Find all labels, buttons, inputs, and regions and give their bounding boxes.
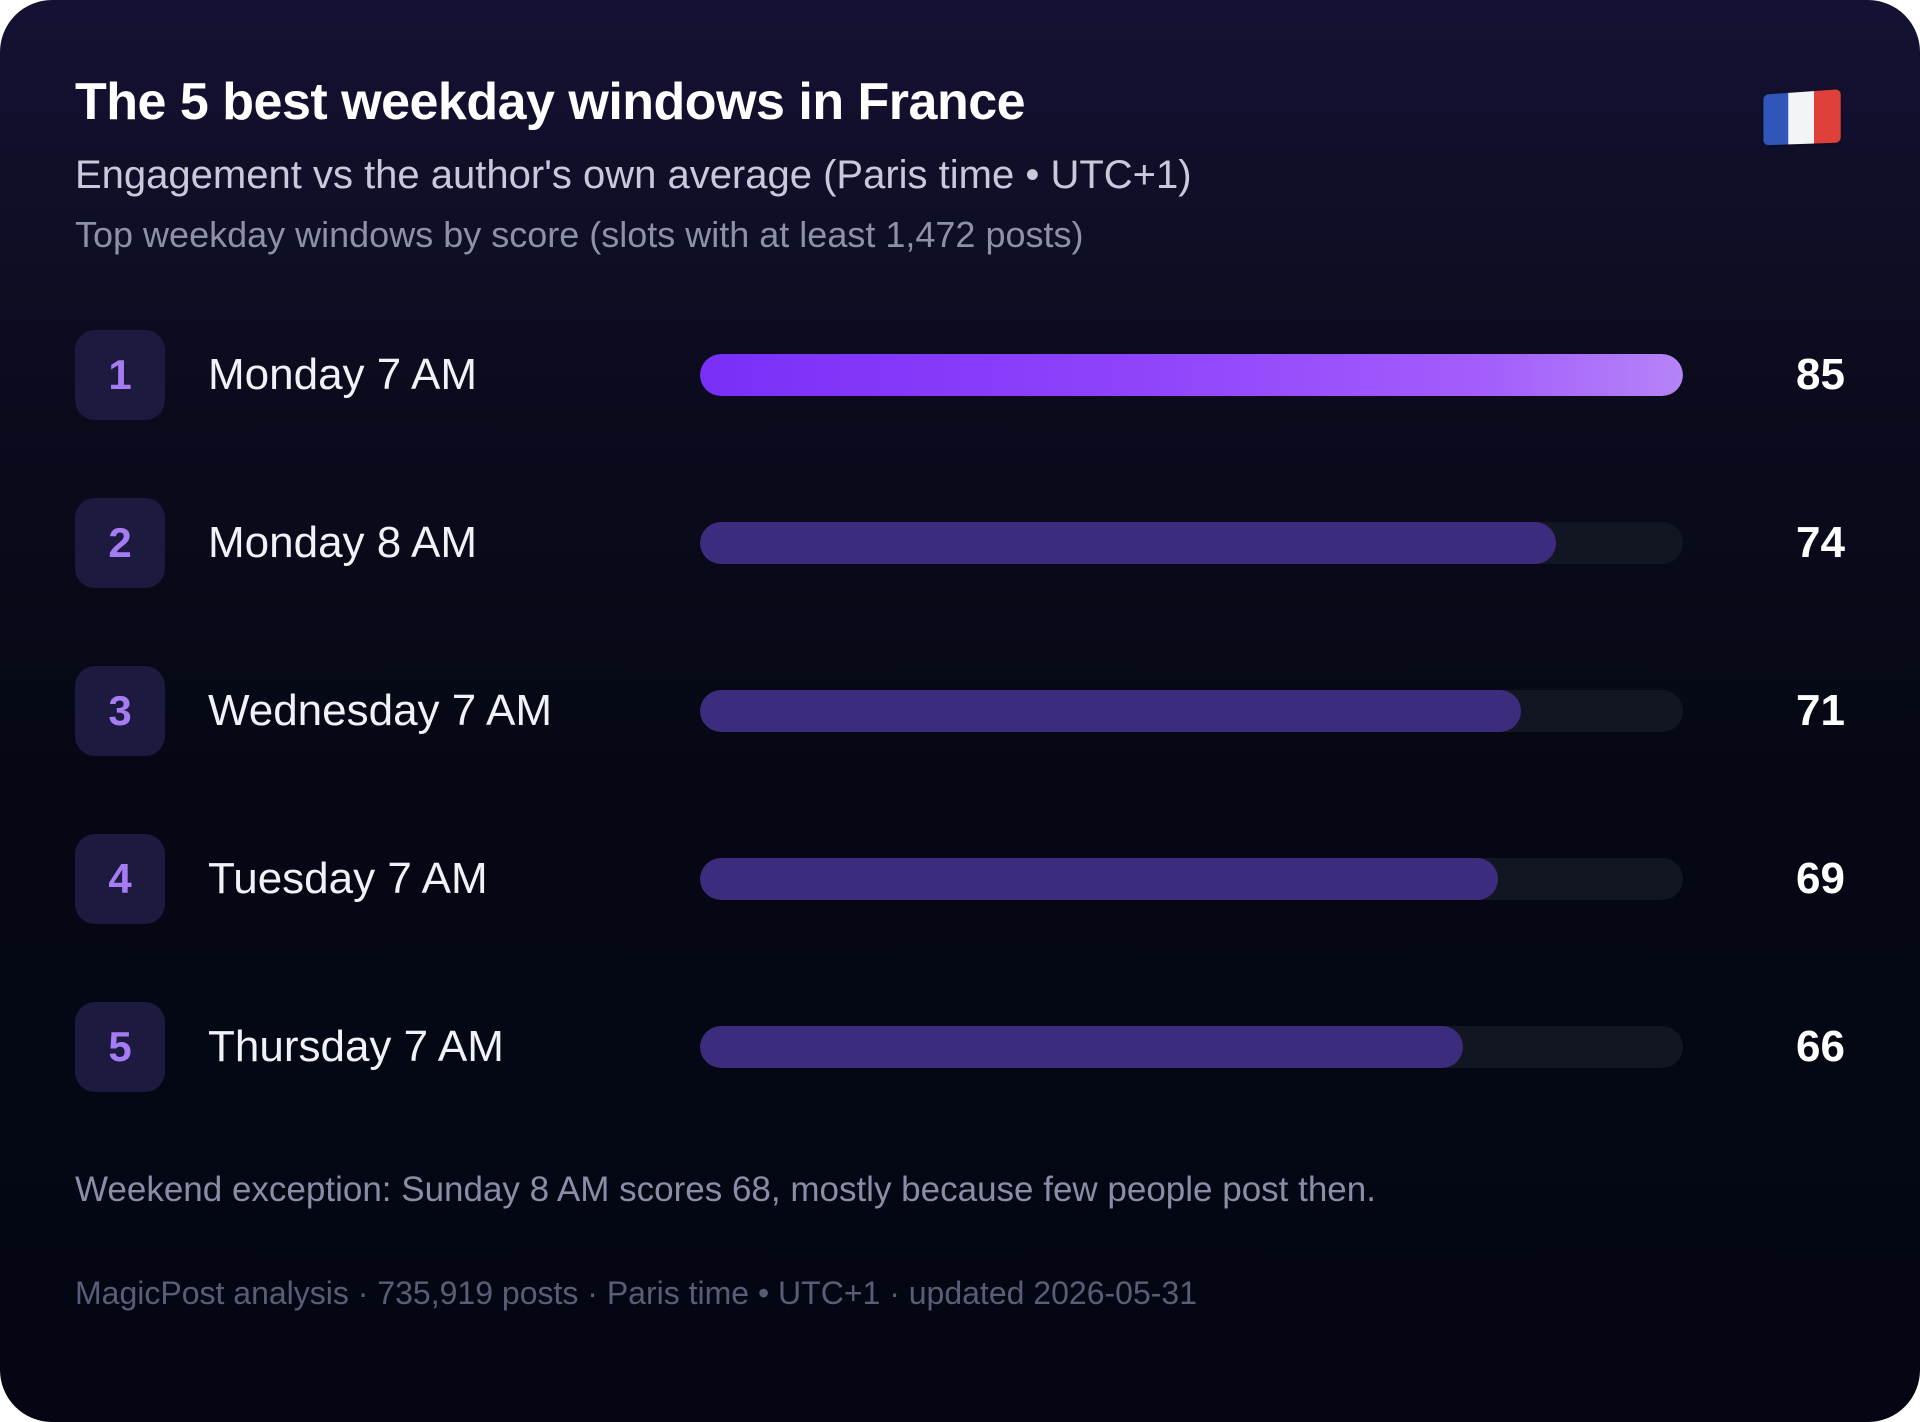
bar-row: 5 Thursday 7 AM 66	[75, 1002, 1845, 1092]
chart-subtitle-secondary: Top weekday windows by score (slots with…	[75, 214, 1084, 255]
rank-badge: 3	[75, 666, 165, 756]
france-flag-icon	[1763, 89, 1841, 146]
category-label: Wednesday 7 AM	[208, 686, 553, 735]
rank-badge: 2	[75, 498, 165, 588]
chart-title: The 5 best weekday windows in France	[75, 73, 1026, 131]
value-label: 71	[1796, 686, 1845, 735]
category-label: Thursday 7 AM	[208, 1022, 504, 1071]
bar-row: 3 Wednesday 7 AM 71	[75, 666, 1845, 756]
bar-row: 2 Monday 8 AM 74	[75, 498, 1845, 588]
weekend-note: Weekend exception: Sunday 8 AM scores 68…	[75, 1170, 1376, 1209]
value-label: 85	[1796, 350, 1845, 399]
rank-badge: 4	[75, 834, 165, 924]
bar	[700, 690, 1521, 732]
category-label: Tuesday 7 AM	[208, 854, 488, 903]
source-footer: MagicPost analysis · 735,919 posts · Par…	[75, 1275, 1197, 1311]
category-label: Monday 7 AM	[208, 350, 478, 399]
category-label: Monday 8 AM	[208, 518, 478, 567]
chart-subtitle: Engagement vs the author's own average (…	[75, 153, 1192, 197]
bar-track	[700, 354, 1683, 396]
bar-row: 4 Tuesday 7 AM 69	[75, 834, 1845, 924]
bar	[700, 522, 1556, 564]
bar-track	[700, 858, 1683, 900]
bar-track	[700, 1026, 1683, 1068]
bar	[700, 354, 1683, 396]
bar	[700, 858, 1498, 900]
bar-track	[700, 690, 1683, 732]
bar-track	[700, 522, 1683, 564]
rank-badge: 1	[75, 330, 165, 420]
rank-badge: 5	[75, 1002, 165, 1092]
value-label: 66	[1796, 1022, 1845, 1071]
bar-row: 1 Monday 7 AM 85	[75, 330, 1845, 420]
bar	[700, 1026, 1463, 1068]
value-label: 69	[1796, 854, 1845, 903]
value-label: 74	[1796, 518, 1845, 567]
